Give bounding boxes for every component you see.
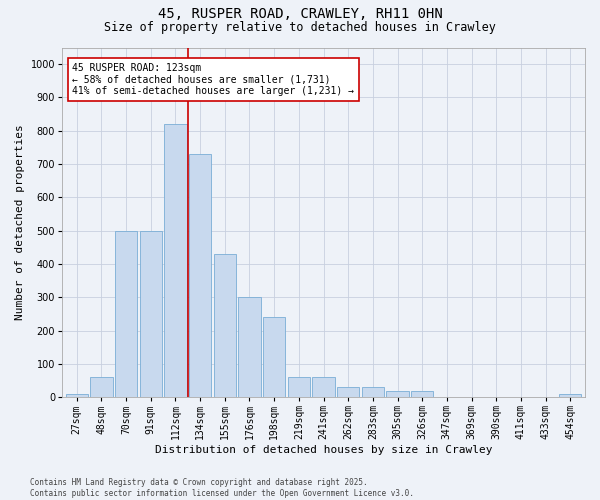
Bar [115, 230, 137, 397]
Bar [140, 230, 162, 397]
Text: Size of property relative to detached houses in Crawley: Size of property relative to detached ho… [104, 21, 496, 34]
Bar [411, 390, 433, 397]
Bar [559, 394, 581, 397]
Bar [337, 388, 359, 397]
Bar [288, 378, 310, 397]
Text: Contains HM Land Registry data © Crown copyright and database right 2025.
Contai: Contains HM Land Registry data © Crown c… [30, 478, 414, 498]
Bar [214, 254, 236, 397]
Bar [362, 388, 384, 397]
Bar [91, 378, 113, 397]
Bar [313, 378, 335, 397]
Bar [164, 124, 187, 397]
Bar [189, 154, 211, 397]
Bar [66, 394, 88, 397]
Bar [263, 318, 285, 397]
Text: 45, RUSPER ROAD, CRAWLEY, RH11 0HN: 45, RUSPER ROAD, CRAWLEY, RH11 0HN [158, 8, 442, 22]
Bar [386, 390, 409, 397]
Bar [238, 298, 260, 397]
X-axis label: Distribution of detached houses by size in Crawley: Distribution of detached houses by size … [155, 445, 492, 455]
Y-axis label: Number of detached properties: Number of detached properties [15, 124, 25, 320]
Text: 45 RUSPER ROAD: 123sqm
← 58% of detached houses are smaller (1,731)
41% of semi-: 45 RUSPER ROAD: 123sqm ← 58% of detached… [73, 63, 355, 96]
